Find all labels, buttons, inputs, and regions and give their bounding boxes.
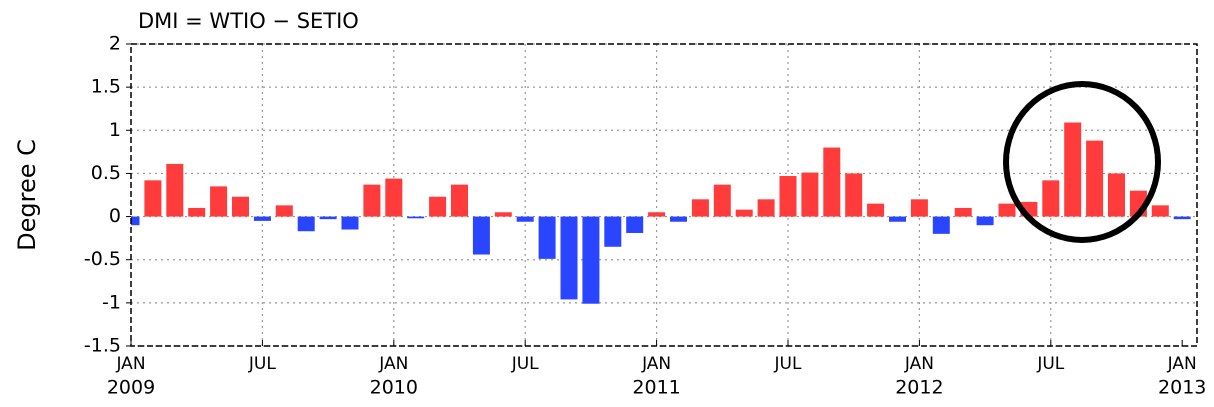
chart-title: DMI = WTIO − SETIO xyxy=(138,9,359,33)
x-tick-label: JAN xyxy=(115,354,145,374)
bar xyxy=(210,186,228,217)
x-tick-label: JUL xyxy=(511,354,539,374)
y-tick-label: 0 xyxy=(109,205,121,227)
bar xyxy=(757,199,775,217)
bar xyxy=(166,163,184,217)
x-tick-label: JUL xyxy=(248,354,276,374)
bar xyxy=(494,212,512,217)
bar xyxy=(910,199,928,217)
y-tick-label: 0.5 xyxy=(91,162,121,184)
y-tick-label: -1 xyxy=(102,291,121,313)
x-tick-label: JAN xyxy=(904,354,934,374)
x-tick-label: JUL xyxy=(774,354,802,374)
bar xyxy=(319,216,337,220)
bar xyxy=(626,216,644,233)
bar xyxy=(297,216,315,232)
bar xyxy=(1108,173,1125,217)
y-tick-label: -0.5 xyxy=(84,248,121,270)
x-tick-label: JAN xyxy=(1167,354,1197,374)
bar xyxy=(845,173,863,217)
y-tick-label: 1.5 xyxy=(91,76,121,98)
bar xyxy=(363,184,381,217)
y-axis-label: Degree C xyxy=(13,139,41,251)
bar xyxy=(976,216,994,226)
x-tick-label: JUL xyxy=(1036,354,1064,374)
bar xyxy=(998,203,1016,217)
bar xyxy=(670,216,687,222)
bar xyxy=(253,216,271,221)
bar xyxy=(889,216,906,222)
bar xyxy=(188,207,206,217)
bar xyxy=(604,216,622,247)
bar xyxy=(472,216,490,255)
bar xyxy=(867,203,885,217)
bar xyxy=(1042,180,1060,217)
bar xyxy=(713,184,731,217)
y-tick-label: 1 xyxy=(109,119,121,141)
grid xyxy=(131,43,1197,347)
bar xyxy=(1064,122,1082,217)
bar xyxy=(1173,216,1191,220)
bar xyxy=(823,147,841,217)
bar xyxy=(429,196,447,217)
bar xyxy=(1151,205,1169,217)
bar xyxy=(779,176,797,217)
y-tick-label: 2 xyxy=(109,33,121,55)
bar xyxy=(232,196,249,217)
x-tick-label: JAN xyxy=(378,354,408,374)
x-year-label: 2011 xyxy=(632,377,680,399)
bar xyxy=(1086,140,1104,217)
x-tick-label: JAN xyxy=(641,354,671,374)
bar xyxy=(275,205,293,217)
bar xyxy=(341,216,359,230)
bar xyxy=(735,209,753,217)
bar xyxy=(954,207,972,217)
bar xyxy=(451,184,468,217)
bar xyxy=(144,180,162,217)
highlight-circle xyxy=(1003,81,1161,243)
bar xyxy=(691,199,709,217)
bars xyxy=(131,122,1191,304)
bar xyxy=(932,216,950,234)
y-tick-label: -1.5 xyxy=(84,335,121,357)
x-year-label: 2013 xyxy=(1158,377,1206,399)
bar xyxy=(648,212,666,217)
x-year-label: 2010 xyxy=(370,377,418,399)
bar xyxy=(582,216,600,304)
bar xyxy=(801,172,819,217)
bar xyxy=(385,178,403,217)
bar xyxy=(407,216,425,219)
bar xyxy=(538,216,556,259)
plot-frame xyxy=(130,43,1198,347)
x-year-label: 2012 xyxy=(895,377,943,399)
bar xyxy=(560,216,578,300)
bar xyxy=(516,216,534,222)
x-year-label: 2009 xyxy=(107,377,155,399)
bar xyxy=(131,216,140,226)
